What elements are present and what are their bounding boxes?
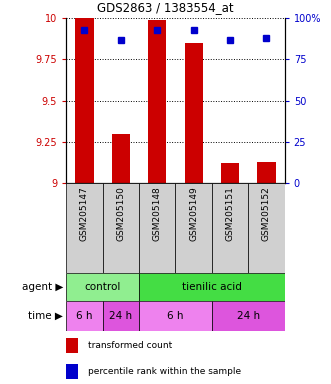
Text: GSM205152: GSM205152 bbox=[262, 186, 271, 241]
Text: time ▶: time ▶ bbox=[28, 311, 63, 321]
Bar bbox=[185, 43, 203, 183]
Bar bbox=[112, 134, 130, 183]
Bar bbox=[75, 18, 93, 183]
Text: GSM205151: GSM205151 bbox=[225, 186, 235, 241]
Text: transformed count: transformed count bbox=[88, 341, 172, 350]
Bar bbox=[139, 273, 285, 301]
Bar bbox=[139, 183, 175, 273]
Bar bbox=[66, 183, 103, 273]
Text: GDS2863 / 1383554_at: GDS2863 / 1383554_at bbox=[97, 1, 234, 14]
Text: control: control bbox=[84, 282, 121, 292]
Bar bbox=[103, 183, 139, 273]
Bar bbox=[66, 273, 139, 301]
Text: 24 h: 24 h bbox=[109, 311, 132, 321]
Bar bbox=[221, 163, 239, 183]
Bar bbox=[212, 301, 285, 331]
Bar bbox=[66, 338, 78, 353]
Text: percentile rank within the sample: percentile rank within the sample bbox=[88, 367, 241, 376]
Text: GSM205147: GSM205147 bbox=[80, 186, 89, 241]
Bar bbox=[148, 20, 166, 183]
Text: tienilic acid: tienilic acid bbox=[182, 282, 242, 292]
Bar bbox=[248, 183, 285, 273]
Text: 6 h: 6 h bbox=[167, 311, 184, 321]
Text: 6 h: 6 h bbox=[76, 311, 93, 321]
Bar bbox=[258, 162, 275, 183]
Bar bbox=[103, 301, 139, 331]
Text: 24 h: 24 h bbox=[237, 311, 260, 321]
Bar bbox=[212, 183, 248, 273]
Text: GSM205149: GSM205149 bbox=[189, 186, 198, 241]
Bar bbox=[66, 301, 103, 331]
Bar bbox=[175, 183, 212, 273]
Text: GSM205148: GSM205148 bbox=[153, 186, 162, 241]
Bar bbox=[139, 301, 212, 331]
Bar bbox=[66, 364, 78, 379]
Text: GSM205150: GSM205150 bbox=[116, 186, 125, 241]
Text: agent ▶: agent ▶ bbox=[22, 282, 63, 292]
